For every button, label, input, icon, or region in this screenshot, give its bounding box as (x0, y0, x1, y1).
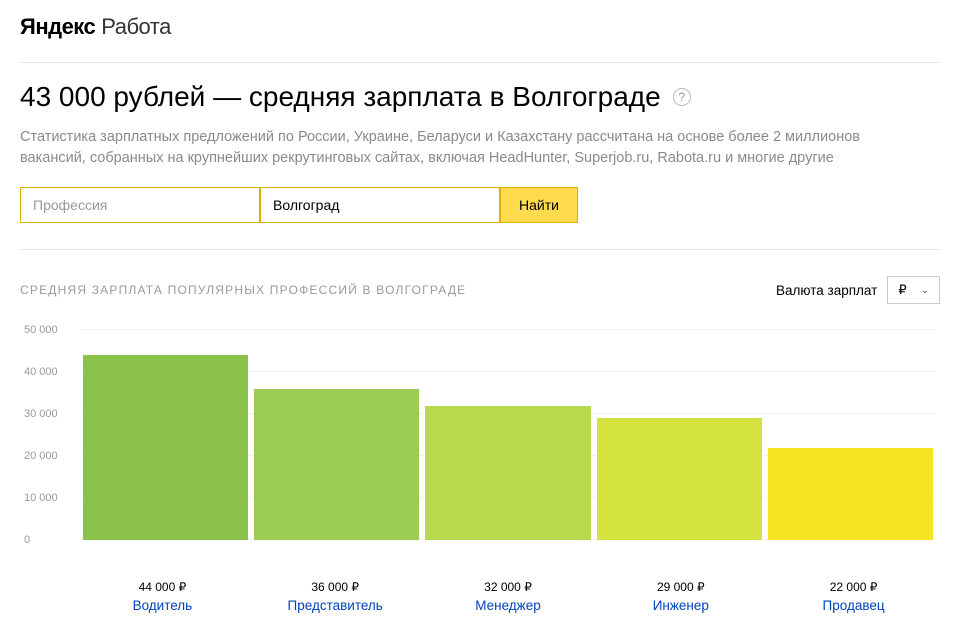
x-label-column: 22 000 ₽ Продавец (767, 580, 940, 613)
bar-name-link[interactable]: Менеджер (422, 598, 595, 613)
profession-input[interactable] (20, 187, 260, 223)
currency-value: ₽ (898, 282, 906, 298)
y-tick-label: 50 000 (24, 324, 70, 336)
section-title: СРЕДНЯЯ ЗАРПЛАТА ПОПУЛЯРНЫХ ПРОФЕССИЙ В … (20, 283, 466, 297)
bar-name-link[interactable]: Представитель (249, 598, 422, 613)
city-input[interactable] (260, 187, 500, 223)
x-label-column: 36 000 ₽ Представитель (249, 580, 422, 613)
bar-value-label: 44 000 ₽ (76, 580, 249, 594)
find-button[interactable]: Найти (500, 187, 578, 223)
chart-bar[interactable] (254, 389, 419, 540)
bar-value-label: 36 000 ₽ (249, 580, 422, 594)
y-tick-label: 0 (24, 534, 70, 546)
page-title: 43 000 рублей — средняя зарплата в Волго… (20, 81, 661, 113)
y-tick-label: 30 000 (24, 408, 70, 420)
y-tick-label: 10 000 (24, 492, 70, 504)
chart-bar[interactable] (83, 355, 248, 540)
bar-value-label: 29 000 ₽ (594, 580, 767, 594)
currency-select[interactable]: ₽ ⌄ (887, 276, 940, 304)
search-form: Найти (20, 187, 940, 223)
bar-name-link[interactable]: Продавец (767, 598, 940, 613)
currency-label: Валюта зарплат (776, 283, 877, 298)
logo-product: Работа (101, 14, 171, 39)
y-tick-label: 20 000 (24, 450, 70, 462)
header: ЯндексРабота (20, 0, 940, 62)
logo[interactable]: ЯндексРабота (20, 14, 171, 39)
logo-brand: Яндекс (20, 14, 95, 39)
y-tick-label: 40 000 (24, 366, 70, 378)
subtitle-text: Статистика зарплатных предложений по Рос… (20, 127, 900, 169)
chevron-down-icon: ⌄ (921, 285, 929, 296)
salary-chart: 010 00020 00030 00040 00050 000 (24, 330, 936, 570)
x-label-column: 32 000 ₽ Менеджер (422, 580, 595, 613)
x-label-column: 44 000 ₽ Водитель (76, 580, 249, 613)
bar-name-link[interactable]: Инженер (594, 598, 767, 613)
chart-bar[interactable] (768, 448, 933, 540)
chart-bar[interactable] (597, 418, 762, 540)
bar-name-link[interactable]: Водитель (76, 598, 249, 613)
divider (20, 249, 940, 250)
help-icon[interactable]: ? (673, 88, 691, 106)
divider (20, 62, 940, 63)
bar-value-label: 22 000 ₽ (767, 580, 940, 594)
bar-value-label: 32 000 ₽ (422, 580, 595, 594)
x-label-column: 29 000 ₽ Инженер (594, 580, 767, 613)
chart-bar[interactable] (425, 406, 590, 540)
